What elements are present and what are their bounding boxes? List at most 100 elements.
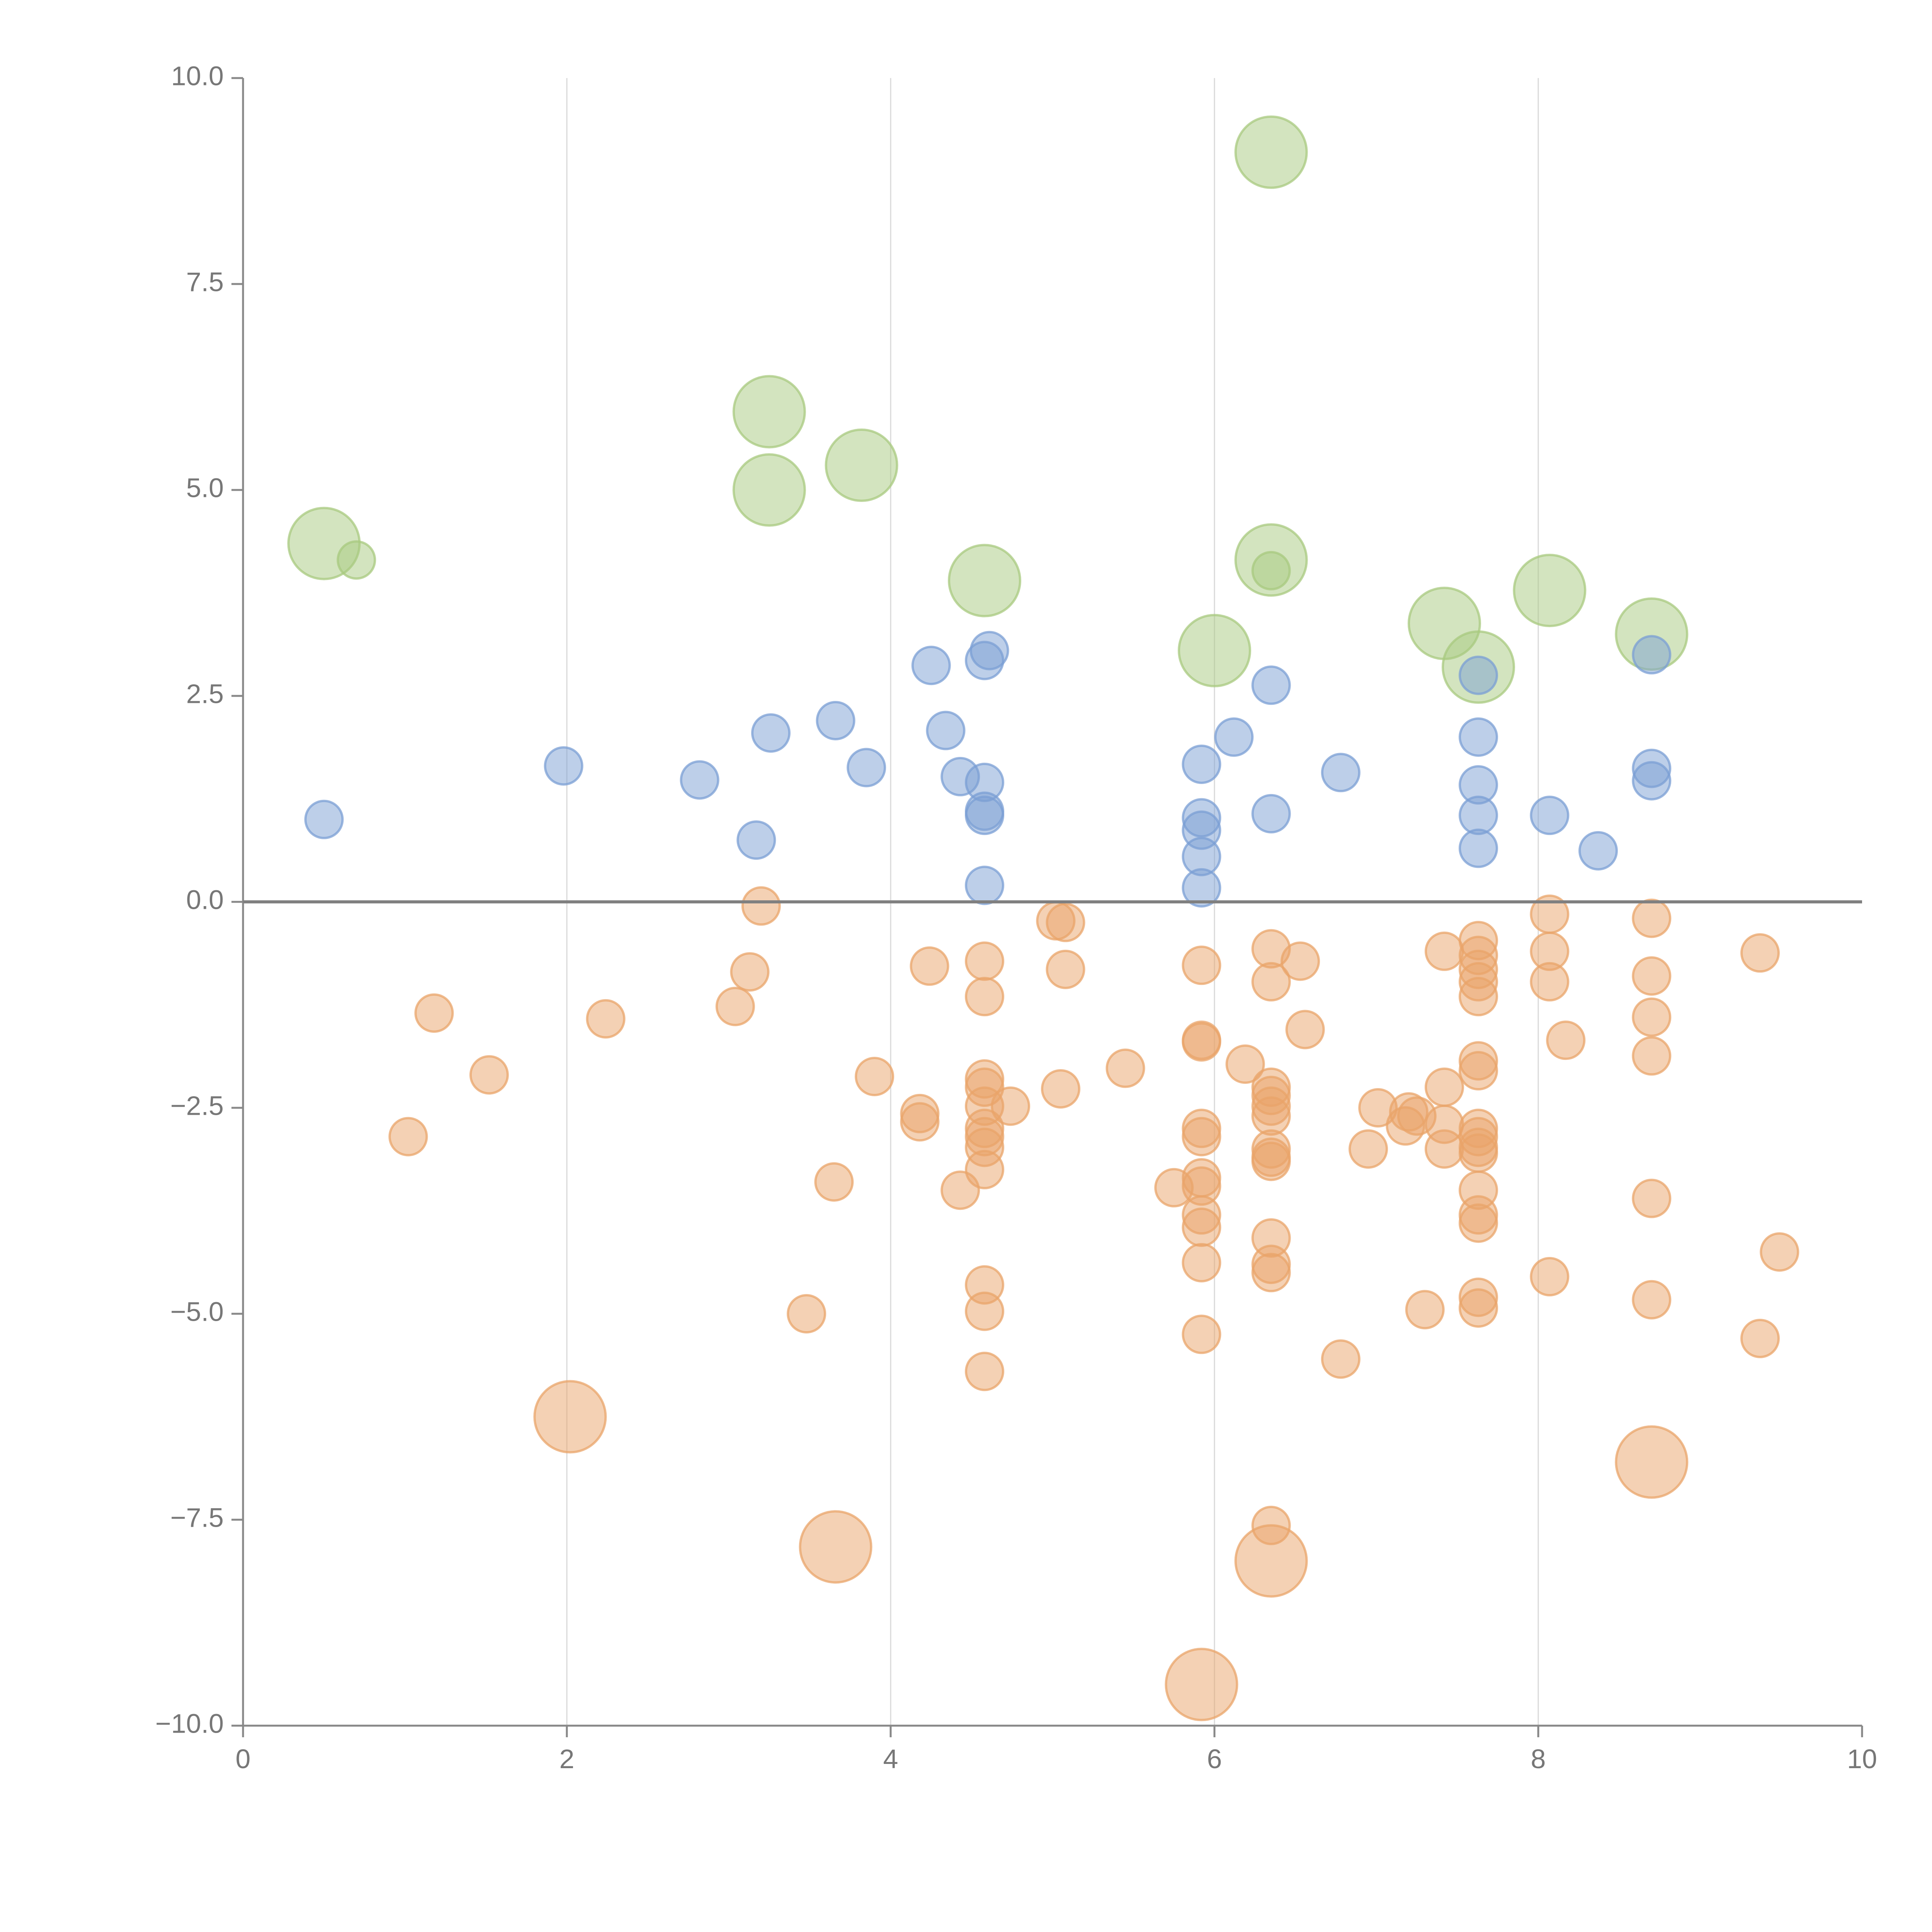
point-blue-32[interactable] — [1632, 635, 1672, 675]
point-orange-28[interactable] — [1046, 903, 1085, 942]
point-blue-20[interactable] — [1182, 868, 1221, 908]
point-orange-2[interactable] — [715, 986, 755, 1026]
point-green-2[interactable] — [732, 453, 806, 527]
point-orange-75[interactable] — [1458, 977, 1498, 1017]
point-orange-97[interactable] — [1632, 1280, 1672, 1320]
point-orange-104[interactable] — [1165, 1648, 1238, 1721]
y-tick-label: −7.5 — [170, 1502, 224, 1532]
point-orange-60[interactable] — [1321, 1339, 1361, 1379]
point-orange-30[interactable] — [1041, 1069, 1080, 1109]
point-blue-0[interactable] — [304, 799, 344, 839]
point-blue-16[interactable] — [1182, 744, 1221, 784]
point-blue-5[interactable] — [816, 701, 855, 740]
point-orange-93[interactable] — [1632, 956, 1672, 996]
point-orange-3[interactable] — [414, 993, 454, 1033]
point-blue-34[interactable] — [1632, 761, 1672, 801]
point-orange-4[interactable] — [586, 999, 626, 1039]
point-orange-41[interactable] — [1182, 1208, 1221, 1247]
point-orange-46[interactable] — [1251, 962, 1291, 1002]
point-blue-21[interactable] — [1214, 717, 1254, 757]
point-orange-100[interactable] — [1740, 1318, 1780, 1358]
point-orange-96[interactable] — [1632, 1179, 1672, 1218]
point-blue-30[interactable] — [1530, 796, 1570, 835]
point-orange-92[interactable] — [1632, 898, 1672, 938]
point-orange-7[interactable] — [855, 1056, 895, 1096]
point-orange-25[interactable] — [965, 1291, 1005, 1331]
point-blue-22[interactable] — [1251, 665, 1291, 705]
point-orange-14[interactable] — [965, 977, 1005, 1017]
point-orange-44[interactable] — [1225, 1044, 1265, 1084]
point-green-5[interactable] — [337, 540, 376, 580]
point-green-8[interactable] — [1251, 551, 1291, 590]
point-orange-36[interactable] — [1182, 1117, 1221, 1156]
point-green-3[interactable] — [825, 429, 898, 502]
point-blue-25[interactable] — [1458, 655, 1498, 695]
point-blue-8[interactable] — [926, 711, 966, 750]
point-orange-98[interactable] — [1740, 933, 1780, 973]
point-orange-12[interactable] — [787, 1294, 827, 1333]
point-orange-31[interactable] — [1105, 1048, 1145, 1088]
point-orange-91[interactable] — [1530, 1257, 1570, 1297]
point-orange-59[interactable] — [1285, 1010, 1325, 1049]
point-orange-90[interactable] — [1546, 1020, 1586, 1060]
point-green-1[interactable] — [732, 375, 806, 449]
point-blue-24[interactable] — [1321, 753, 1361, 793]
point-orange-42[interactable] — [1182, 1243, 1221, 1282]
point-orange-32[interactable] — [1182, 946, 1221, 985]
point-blue-23[interactable] — [1251, 794, 1291, 833]
point-orange-11[interactable] — [814, 1162, 854, 1202]
point-blue-15[interactable] — [965, 866, 1005, 905]
point-blue-2[interactable] — [680, 760, 719, 800]
point-blue-4[interactable] — [751, 713, 791, 753]
point-orange-61[interactable] — [1349, 1129, 1388, 1169]
point-blue-11[interactable] — [969, 631, 1009, 670]
point-blue-6[interactable] — [847, 748, 886, 787]
point-orange-99[interactable] — [1760, 1232, 1799, 1272]
point-blue-1[interactable] — [544, 746, 583, 786]
point-orange-0[interactable] — [741, 886, 781, 926]
point-orange-50[interactable] — [1251, 1096, 1291, 1136]
point-orange-13[interactable] — [965, 941, 1005, 981]
point-orange-26[interactable] — [965, 1352, 1005, 1391]
point-orange-81[interactable] — [1458, 1133, 1498, 1173]
point-blue-31[interactable] — [1578, 831, 1618, 871]
point-green-12[interactable] — [1178, 614, 1251, 687]
point-orange-34[interactable] — [1182, 1022, 1221, 1062]
point-orange-103[interactable] — [1234, 1524, 1308, 1598]
point-orange-39[interactable] — [1154, 1168, 1194, 1208]
point-orange-77[interactable] — [1458, 1051, 1498, 1091]
point-orange-56[interactable] — [1251, 1253, 1291, 1293]
point-orange-1[interactable] — [730, 952, 770, 992]
point-orange-102[interactable] — [799, 1510, 872, 1584]
point-orange-6[interactable] — [388, 1117, 428, 1156]
point-orange-29[interactable] — [1046, 949, 1085, 989]
point-blue-3[interactable] — [736, 820, 776, 860]
point-orange-43[interactable] — [1182, 1315, 1221, 1354]
point-blue-29[interactable] — [1458, 828, 1498, 868]
point-orange-66[interactable] — [1405, 1290, 1445, 1330]
point-green-0[interactable] — [1234, 115, 1308, 189]
point-orange-84[interactable] — [1458, 1203, 1498, 1243]
point-orange-53[interactable] — [1251, 1141, 1291, 1181]
point-orange-58[interactable] — [1281, 941, 1320, 981]
point-orange-86[interactable] — [1458, 1288, 1498, 1328]
point-orange-5[interactable] — [469, 1055, 509, 1095]
point-blue-7[interactable] — [911, 646, 951, 685]
point-orange-89[interactable] — [1530, 962, 1570, 1002]
point-orange-8[interactable] — [910, 946, 949, 986]
point-orange-101[interactable] — [533, 1380, 607, 1454]
point-orange-67[interactable] — [1424, 931, 1464, 971]
point-orange-94[interactable] — [1632, 997, 1672, 1037]
point-green-6[interactable] — [948, 544, 1022, 617]
point-orange-95[interactable] — [1632, 1036, 1672, 1076]
point-orange-105[interactable] — [1615, 1425, 1689, 1499]
point-blue-14[interactable] — [965, 796, 1005, 835]
point-blue-28[interactable] — [1458, 796, 1498, 835]
point-orange-70[interactable] — [1424, 1129, 1464, 1169]
point-orange-23[interactable] — [991, 1086, 1031, 1126]
point-orange-10[interactable] — [900, 1102, 940, 1142]
point-orange-68[interactable] — [1424, 1067, 1464, 1107]
point-green-9[interactable] — [1513, 554, 1587, 628]
point-blue-26[interactable] — [1458, 717, 1498, 757]
point-orange-22[interactable] — [940, 1170, 980, 1210]
